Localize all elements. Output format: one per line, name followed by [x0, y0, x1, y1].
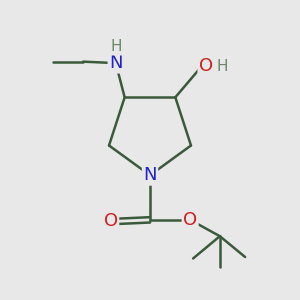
Text: H: H	[216, 58, 228, 74]
Text: H: H	[110, 39, 122, 54]
Text: O: O	[183, 211, 197, 229]
Text: N: N	[143, 166, 157, 184]
Text: N: N	[109, 54, 122, 72]
Text: O: O	[199, 57, 213, 75]
Text: O: O	[104, 212, 118, 230]
